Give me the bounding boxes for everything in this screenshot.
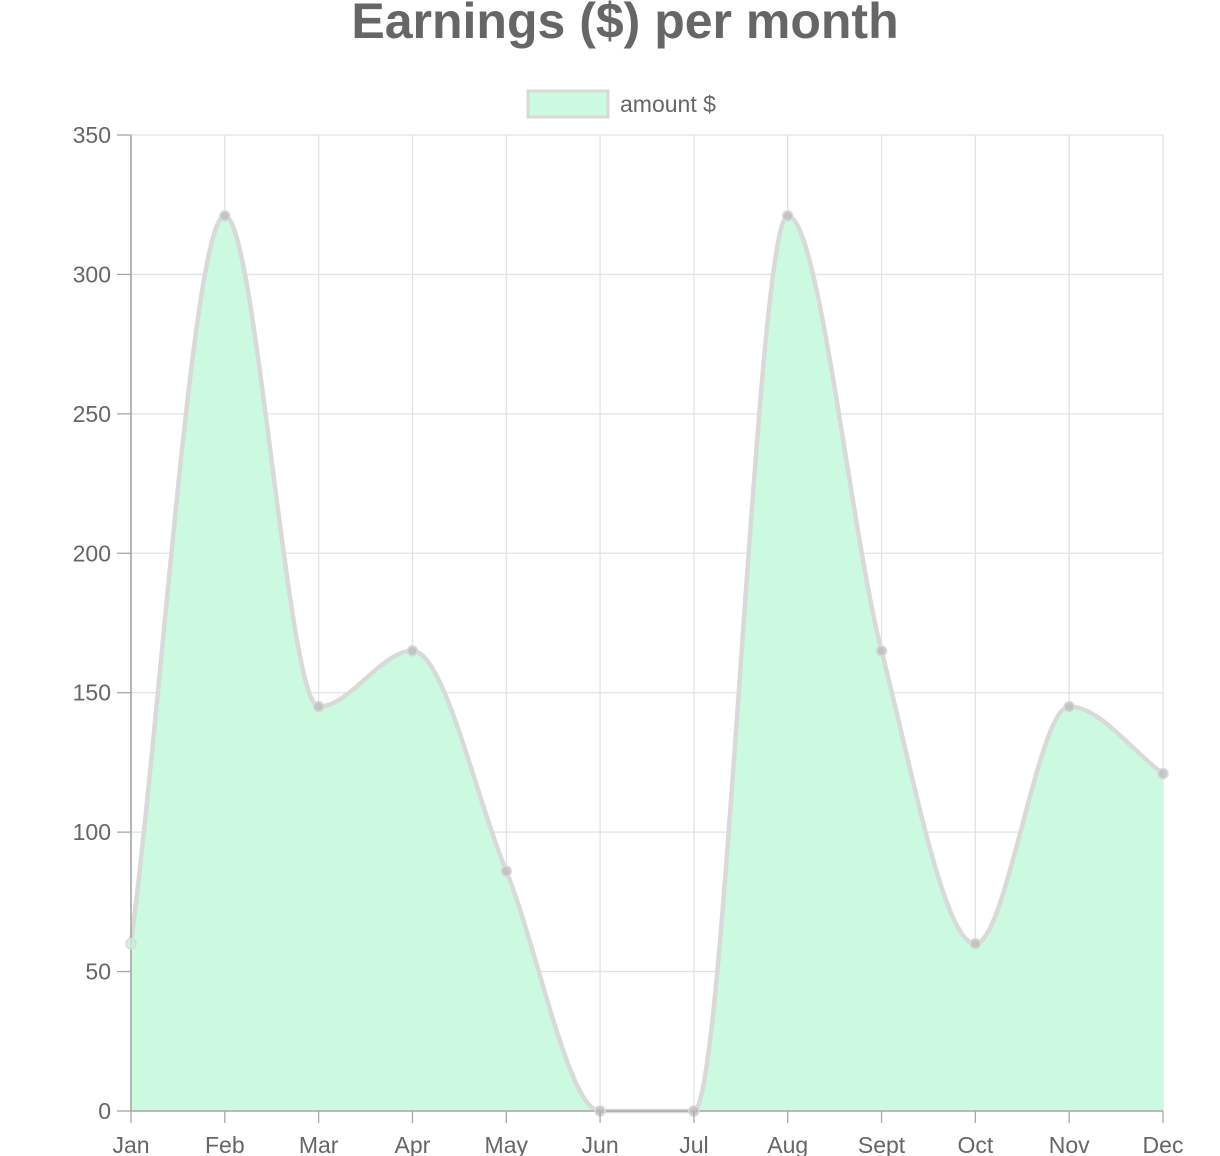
- x-tick-label: Nov: [1049, 1132, 1090, 1156]
- x-tick-label: Feb: [205, 1132, 245, 1156]
- y-tick-label: 0: [98, 1098, 111, 1124]
- series-fill: [131, 215, 1163, 1111]
- series-area: [128, 213, 1165, 1114]
- x-tick-label: Sept: [858, 1132, 906, 1156]
- data-point-aug[interactable]: [781, 210, 794, 222]
- legend-label: amount $: [620, 91, 716, 117]
- x-tick-label: Dec: [1143, 1132, 1184, 1156]
- legend-swatch: [526, 89, 610, 119]
- y-axis-ticks: 0 50 100 150 200 250 300 350: [73, 122, 131, 1124]
- data-point-nov[interactable]: [1063, 700, 1075, 713]
- data-point-may[interactable]: [500, 865, 513, 877]
- x-tick-label: Jan: [112, 1132, 149, 1156]
- y-tick-label: 100: [73, 819, 111, 845]
- data-point-apr[interactable]: [406, 645, 419, 657]
- x-tick-label: Jul: [679, 1132, 708, 1156]
- x-tick-label: Oct: [957, 1132, 993, 1156]
- x-axis-ticks: Jan Feb Mar Apr May Jun Jul Aug Sept Oct Nov Dec: [112, 1111, 1183, 1156]
- data-point-jan[interactable]: [125, 937, 137, 950]
- data-point-mar[interactable]: [312, 700, 325, 713]
- data-points: [125, 210, 1169, 1117]
- data-point-oct[interactable]: [969, 937, 982, 950]
- data-point-feb[interactable]: [219, 210, 231, 222]
- data-point-dec[interactable]: [1157, 767, 1169, 780]
- y-tick-label: 250: [73, 401, 111, 427]
- x-tick-label: Aug: [767, 1132, 808, 1156]
- x-tick-label: Apr: [395, 1132, 431, 1156]
- x-tick-label: May: [485, 1132, 529, 1156]
- chart-title: Earnings ($) per month: [351, 0, 898, 49]
- legend[interactable]: amount $: [526, 89, 716, 119]
- x-tick-label: Mar: [299, 1132, 339, 1156]
- data-point-sept[interactable]: [875, 645, 888, 657]
- y-tick-label: 150: [73, 680, 111, 706]
- y-tick-label: 300: [73, 261, 111, 287]
- y-tick-label: 50: [85, 959, 111, 985]
- y-tick-label: 200: [73, 540, 111, 566]
- x-tick-label: Jun: [582, 1132, 619, 1156]
- y-tick-label: 350: [73, 122, 111, 148]
